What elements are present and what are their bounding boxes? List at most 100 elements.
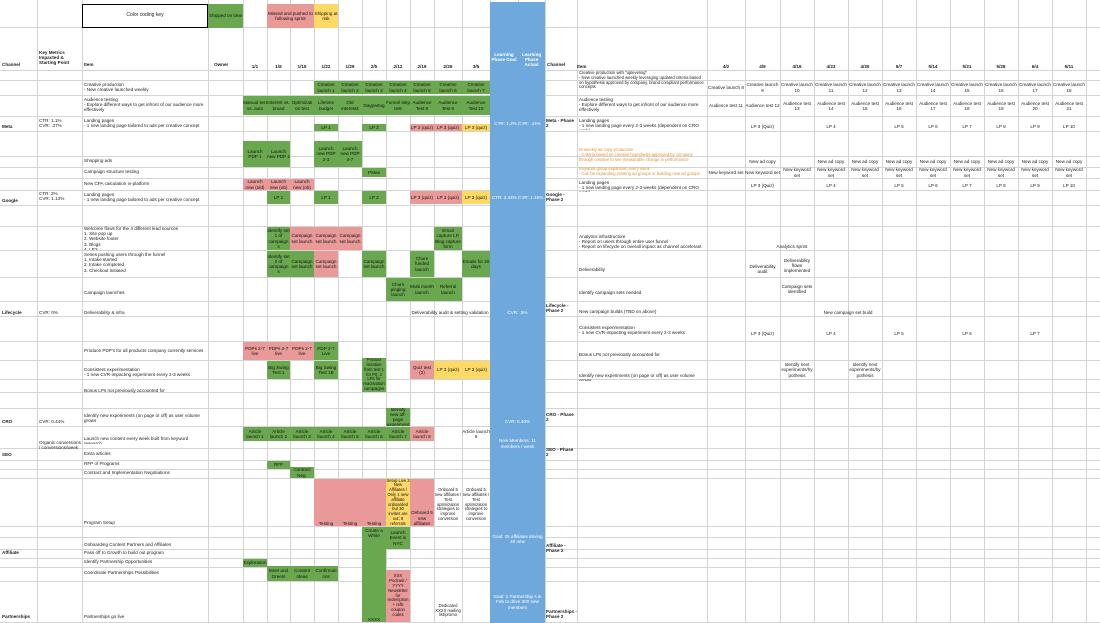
- metrics-seo: Organic conversions / conversions/week: [39, 440, 81, 451]
- key-missed: Missed and pushed to following sprint: [267, 4, 314, 28]
- cell: LP 2: [362, 124, 386, 131]
- cell: Confirmati ons: [314, 566, 338, 581]
- cell2: Deliverability flows implemented: [783, 257, 811, 274]
- cell: Emails for 20 days: [462, 251, 490, 277]
- cell: Article launch 7: [386, 427, 410, 441]
- header-item: Item: [84, 62, 94, 67]
- cell2: LP 7: [962, 124, 972, 130]
- cell2: Campaign sets identified: [781, 283, 813, 294]
- cell2: New ad copy: [851, 158, 879, 164]
- phase2-partnerships: Partnerships - Phase 2: [546, 609, 577, 620]
- cell: Launch Event in NYC: [386, 527, 410, 549]
- cell2: Audience test 12: [745, 103, 780, 109]
- cell2: New keyword set: [1021, 167, 1049, 178]
- cell2: New keyword set: [851, 167, 879, 178]
- item-meta-lp: Landing pages - 1 new landing page tailo…: [84, 118, 200, 129]
- cell: LP 3 (quiz): [434, 124, 462, 131]
- cell: Dedicated XXXX mailing list/promo: [435, 602, 461, 618]
- goal-cro: CVR: 0.40%: [490, 418, 545, 426]
- cell: Deliverability audit & setting validatio…: [411, 310, 489, 316]
- cell: Launch new PDP 4-7: [338, 141, 362, 167]
- cell2: LP 10: [1063, 124, 1075, 130]
- cell2: LP 3 (Quiz): [750, 331, 775, 337]
- cell: PDPs 2-7 live: [290, 342, 314, 360]
- item2-google-keyword: Keyword group expansion every week - Can…: [579, 167, 700, 176]
- item2-life-newbuild: New campaign builds (TBD on above): [579, 309, 657, 314]
- header-date: 5/21: [962, 63, 972, 69]
- cell: Manual test vs. auto: [243, 96, 267, 115]
- item2-life-campsets: Identify campaign sets needed: [579, 290, 642, 295]
- cell: Campaign set launch: [338, 227, 362, 250]
- metrics-google: CTR: 2% CVR: 1.13%: [39, 191, 65, 202]
- cell2: LP 8: [996, 183, 1006, 189]
- phase2-affiliate: Affiliate - Phase 2: [546, 543, 566, 554]
- cell2: LP 5: [894, 331, 904, 337]
- cell: Content Ideas: [290, 566, 314, 581]
- cell2: Creative launch 17: [1019, 82, 1051, 93]
- cell2: LP 6: [962, 331, 972, 337]
- header-date: 4/30: [860, 63, 870, 69]
- cell2: Audience test 16: [885, 100, 913, 111]
- cell: Email capture LP, Blog capture form: [434, 227, 462, 250]
- cell2: LP 7: [962, 183, 972, 189]
- cell: Churn funded launch: [410, 251, 434, 277]
- cell: PDPs 2-7 live: [267, 342, 290, 360]
- cell2: New ad copy: [749, 158, 776, 164]
- cell: Launch new (ob): [290, 179, 314, 190]
- cell2: Audience test 11: [709, 103, 743, 109]
- cell2: Creative launch 11: [815, 82, 847, 93]
- item2-meta-audience: Audience testing - Explore different way…: [579, 97, 699, 113]
- cell: Churn pinging launch: [386, 278, 410, 301]
- cell: Creative launch 2: [338, 81, 362, 94]
- cell2: Deliverability audit: [749, 263, 776, 274]
- key-risk: Shipping at risk: [314, 4, 338, 28]
- cell: Article launch 2: [267, 427, 290, 441]
- cell2: Creative launch 15: [951, 82, 983, 93]
- cell2: Audience test 15: [851, 100, 879, 111]
- goal-seo: New Members: 11 members / week: [490, 427, 545, 460]
- cell2: Creative launch 8: [708, 84, 744, 90]
- header-date: 5/7: [895, 63, 903, 69]
- cell: Creative launch 6: [434, 81, 462, 94]
- cell2: New keyword set: [953, 167, 981, 178]
- cell: Daypartng: [362, 96, 386, 115]
- header-date: 4/9: [759, 63, 766, 69]
- cell: Meet and Greets: [267, 566, 290, 581]
- cell2: New ad copy: [953, 158, 981, 164]
- cell2: Creative launch 12: [849, 82, 881, 93]
- cell: LP 3 (quiz): [434, 361, 462, 379]
- item-aff-setup: Program Setup: [84, 520, 115, 525]
- cell2: LP 7: [1030, 331, 1040, 337]
- cell2: New keyword set: [987, 167, 1015, 178]
- cell2: LP 5: [894, 183, 904, 189]
- header-item-2: Item: [577, 63, 587, 69]
- cell: Identify set 2 of campaign s: [267, 251, 290, 277]
- cell2: Creative launch 16: [985, 82, 1017, 93]
- cell2: Audience test 21: [1055, 100, 1083, 111]
- item2-google-adcopy: Bi weekly ad copy production - Criteria …: [579, 148, 693, 162]
- cell: LP 1: [314, 124, 338, 131]
- cell: LP 3 (quiz): [462, 191, 490, 204]
- goal-lifecycle: CVR: .5%: [490, 309, 545, 317]
- cell: Multi month launch: [410, 278, 434, 301]
- cell2: LP 9: [1030, 124, 1040, 130]
- cell2: LP 5: [894, 124, 904, 130]
- channel-meta: Meta: [2, 124, 13, 129]
- channel-partnerships: Partnerships: [2, 614, 31, 619]
- item-lifecycle-deliv: Deliverability & infra: [84, 310, 125, 315]
- channel-cro: CRO: [2, 419, 13, 424]
- cell2: LP 3 (Quiz): [750, 124, 775, 130]
- header-date: 1/22: [321, 63, 331, 69]
- cell: Onboard 5 new affiliates / Test optimiza…: [434, 487, 462, 521]
- header-date: 5/14: [928, 63, 938, 69]
- header-date: 4/16: [792, 63, 802, 69]
- cell: Creative launch 5: [410, 81, 434, 94]
- item2-cro-exp: Consistent experimentation - 1 new CVR-i…: [579, 325, 685, 336]
- metrics-lifecycle: CVR: 0%: [39, 310, 58, 315]
- cell: LP 3 (quiz): [410, 191, 434, 204]
- cell2: Audience test 14: [817, 100, 845, 111]
- channel-seo: SEO: [2, 452, 12, 457]
- item-cro-pdp: Produce PDP's for all products company c…: [84, 348, 204, 353]
- cell: RFP: [267, 461, 290, 469]
